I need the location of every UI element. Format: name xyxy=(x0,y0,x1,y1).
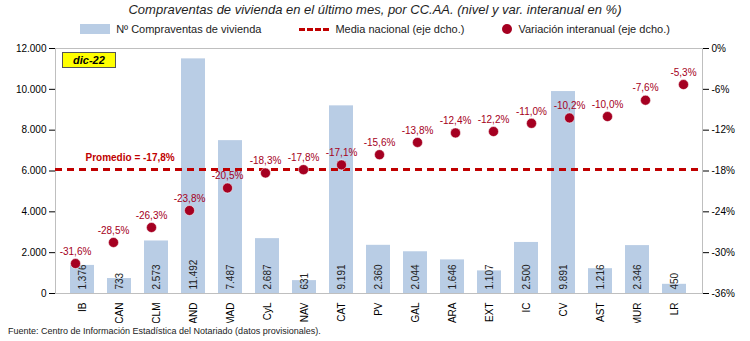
svg-text:MAD: MAD xyxy=(225,303,236,324)
html-text:Media nacional (eje dcho.): Media nacional (eje dcho.) xyxy=(335,23,465,35)
svg-text:-10,0%: -10,0% xyxy=(592,99,624,110)
svg-text:ARA: ARA xyxy=(447,302,458,323)
svg-text:12.000: 12.000 xyxy=(16,43,47,54)
svg-text:Promedio = -17,8%: Promedio = -17,8% xyxy=(86,152,175,163)
svg-text:MUR: MUR xyxy=(632,303,643,324)
svg-text:CyL: CyL xyxy=(262,302,273,320)
svg-text:1.646: 1.646 xyxy=(447,264,458,289)
svg-text:-17,8%: -17,8% xyxy=(288,152,320,163)
svg-text:EXT: EXT xyxy=(484,303,495,322)
svg-text:-5,3%: -5,3% xyxy=(670,67,696,78)
svg-text:2.346: 2.346 xyxy=(632,264,643,289)
svg-text:GAL: GAL xyxy=(410,302,421,322)
svg-text:PV: PV xyxy=(373,302,384,316)
svg-text:-28,5%: -28,5% xyxy=(98,225,130,236)
svg-text:NAV: NAV xyxy=(299,302,310,322)
svg-text:-12,4%: -12,4% xyxy=(440,115,472,126)
svg-text:LR: LR xyxy=(669,303,680,316)
svg-text:-26,3%: -26,3% xyxy=(136,210,168,221)
svg-text:2.044: 2.044 xyxy=(410,264,421,289)
svg-text:CV: CV xyxy=(558,302,569,316)
svg-text:-7,6%: -7,6% xyxy=(632,82,658,93)
html-text:Compraventas de vivienda en el: Compraventas de vivienda en el último me… xyxy=(128,2,622,17)
svg-text:-15,6%: -15,6% xyxy=(364,137,396,148)
html-text:dic-22: dic-22 xyxy=(73,54,105,66)
svg-text:1.376: 1.376 xyxy=(76,264,88,290)
svg-text:9.891: 9.891 xyxy=(558,264,569,289)
svg-text:CLM: CLM xyxy=(151,303,162,324)
svg-text:-20,5%: -20,5% xyxy=(212,170,244,181)
svg-text:AND: AND xyxy=(188,303,199,324)
svg-text:-13,8%: -13,8% xyxy=(402,125,434,136)
svg-text:1.107: 1.107 xyxy=(484,264,495,289)
svg-text:2.687: 2.687 xyxy=(262,264,273,289)
svg-text:-24%: -24% xyxy=(712,206,735,217)
svg-text:0%: 0% xyxy=(712,43,727,54)
svg-text:9.191: 9.191 xyxy=(336,264,347,289)
svg-text:2.500: 2.500 xyxy=(521,264,532,289)
svg-text:-6%: -6% xyxy=(712,84,730,95)
svg-text:4.000: 4.000 xyxy=(21,206,46,217)
svg-text:CAN: CAN xyxy=(114,303,125,324)
svg-text:-31,6%: -31,6% xyxy=(60,246,92,257)
svg-text:7.487: 7.487 xyxy=(225,264,236,289)
svg-text:733: 733 xyxy=(114,272,125,289)
svg-text:-30%: -30% xyxy=(712,247,735,258)
svg-text:2.360: 2.360 xyxy=(373,264,384,289)
svg-text:10.000: 10.000 xyxy=(16,84,47,95)
svg-text:CAT: CAT xyxy=(336,303,347,322)
svg-text:-12%: -12% xyxy=(712,124,735,135)
svg-text:1.216: 1.216 xyxy=(595,264,606,289)
svg-text:-11,0%: -11,0% xyxy=(516,106,547,117)
html-text:Nº Compraventas de vivienda: Nº Compraventas de vivienda xyxy=(116,23,262,35)
svg-text:IB: IB xyxy=(77,302,88,312)
svg-text:8.000: 8.000 xyxy=(21,124,46,135)
svg-text:631: 631 xyxy=(299,272,310,289)
svg-text:0: 0 xyxy=(41,288,47,299)
svg-text:2.000: 2.000 xyxy=(21,247,46,258)
svg-text:450: 450 xyxy=(669,272,680,289)
svg-text:-18%: -18% xyxy=(712,165,735,176)
svg-text:-36%: -36% xyxy=(712,288,735,299)
svg-text:-12,2%: -12,2% xyxy=(478,114,510,125)
svg-text:AST: AST xyxy=(595,303,606,322)
svg-text:-23,8%: -23,8% xyxy=(174,193,206,204)
svg-text:2.573: 2.573 xyxy=(151,264,162,289)
svg-text:IC: IC xyxy=(521,303,532,313)
html-text:Variación interanual (eje dcho: Variación interanual (eje dcho.) xyxy=(518,23,670,35)
svg-text:-18,3%: -18,3% xyxy=(250,155,282,166)
svg-text:6.000: 6.000 xyxy=(21,165,46,176)
svg-text:-17,1%: -17,1% xyxy=(326,147,358,158)
svg-text:11.492: 11.492 xyxy=(188,259,199,289)
svg-text:-10,2%: -10,2% xyxy=(554,100,586,111)
html-text:Fuente: Centro de Información: Fuente: Centro de Información Estadístic… xyxy=(8,326,321,336)
